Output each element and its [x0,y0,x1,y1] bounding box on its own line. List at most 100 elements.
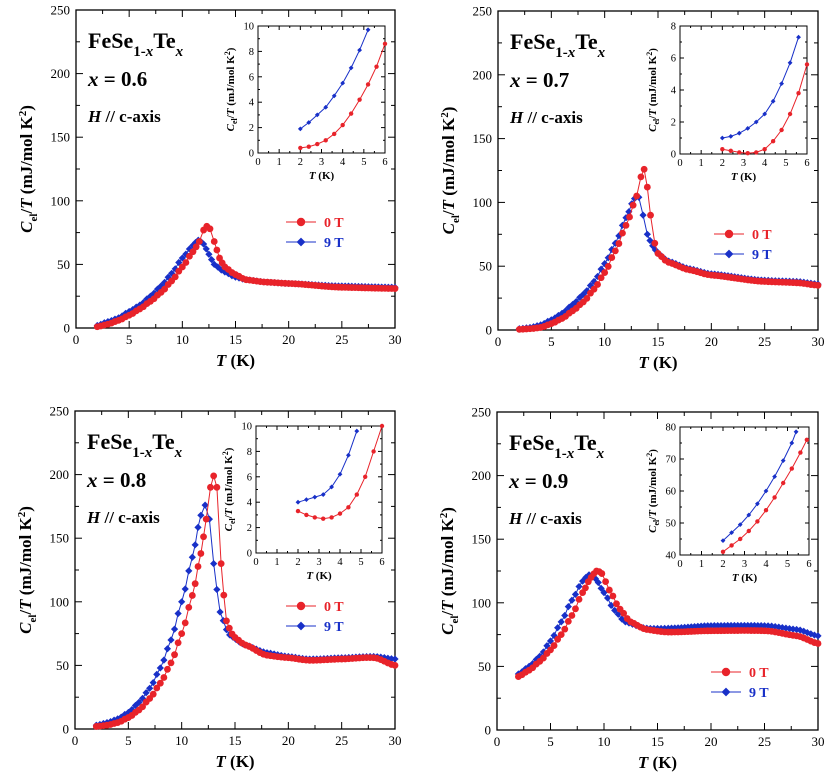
inset-point-0T [315,141,320,147]
y-tick-label: 200 [472,468,492,483]
data-point-9T [391,655,399,663]
data-point-0T [539,654,547,662]
x-tick-label: 0 [677,559,682,570]
data-point-9T [793,625,801,634]
inset-point-0T [382,41,388,46]
inset-point-9T [329,484,334,490]
data-point-9T [536,652,544,660]
y-tick-label: 0 [671,150,676,161]
data-point-9T [544,317,552,325]
data-point-0T [564,617,572,625]
inset-point-9T [753,119,759,125]
x-axis-label: T (K) [309,170,335,182]
inset-point-9T [728,134,734,139]
compound-formula: FeSe1-xTex [88,28,184,60]
data-point-0T [647,211,654,219]
x-tick-label: 2 [720,158,725,169]
data-point-9T [789,625,797,633]
y-tick-label: 4 [249,98,255,109]
x-tick-label: 30 [812,734,825,749]
inset-plot: 0 1 2 3 4 5 6 0 2 4 6 8 10 Cel/T (mJ/mol K2) T (K) [223,22,388,183]
data-point-0T [640,165,648,173]
data-point-9T [576,293,584,302]
inset-point-9T [793,429,799,435]
data-point-9T [213,585,221,594]
y-tick-label: 0 [247,549,252,560]
inset-point-0T [329,515,334,520]
data-point-0T [629,201,637,209]
data-point-0T [191,580,199,588]
inset-point-0T [323,138,328,143]
inset-line-9T [722,431,797,541]
inset-point-0T [374,64,379,69]
compound-formula: FeSe1-xTex [87,429,183,461]
y-tick-label: 0 [64,321,71,336]
inset-point-9T [729,530,734,535]
data-point-0T [188,592,196,599]
inset-point-9T [720,538,726,543]
inset-frame [257,25,386,154]
x-axis-label: T (K) [638,753,677,772]
x-tick-label: 15 [652,334,665,349]
data-point-9T [210,260,218,268]
data-point-0T [619,229,626,237]
data-point-9T [185,567,193,575]
x-tick-label: 1 [274,557,279,568]
inset-point-0T [312,515,317,520]
data-point-0T [195,238,203,245]
data-point-0T [200,533,207,541]
x-tick-label: 5 [548,334,555,349]
data-point-0T [149,690,157,698]
legend: 0 T9 T [714,228,772,263]
inset-point-0T [779,127,784,133]
x-tick-label: 0 [253,557,258,568]
x-tick-label: 1 [277,157,282,168]
y-tick-label: 150 [472,532,492,547]
inset-point-0T [337,511,343,516]
x-tick-label: 30 [389,332,402,347]
data-point-9T [216,608,224,616]
inset-point-9T [796,34,801,40]
x-tick-label: 30 [812,334,825,349]
data-point-9T [557,618,565,626]
legend-label-9T: 9 T [752,248,772,263]
y-tick-label: 0 [63,722,70,737]
data-point-9T [149,679,157,687]
data-point-0T [609,592,617,600]
y-tick-label: 2 [247,523,252,534]
data-point-0T [153,684,161,692]
legend-marker-9T [721,687,731,697]
legend-marker-0T [296,601,306,611]
x-axis-label: T (K) [215,752,254,771]
x-tick-label: 6 [382,157,387,168]
data-point-0T [608,254,616,261]
inset-point-9T [755,501,760,507]
y-tick-label: 10 [242,422,253,433]
y-tick-label: 250 [472,405,492,420]
data-point-9T [160,656,168,664]
inset-point-9T [770,98,776,104]
inset-point-0T [371,449,376,454]
inset-point-9T [779,81,784,86]
data-point-0T [139,703,146,711]
data-point-9T [814,632,822,640]
legend-marker-9T [724,249,734,259]
x-tick-label: 0 [255,157,260,168]
x-tick-label: 4 [337,557,343,568]
data-point-0T [633,192,641,200]
inset-point-0T [354,492,359,497]
x-axis-label: T (K) [732,572,758,584]
data-point-9T [171,265,179,273]
data-point-0T [561,625,569,633]
y-tick-label: 2 [671,118,676,129]
y-tick-label: 40 [666,551,677,562]
data-point-0T [171,651,178,659]
inset-point-9T [365,27,371,33]
inset-point-0T [321,516,326,521]
inset-point-0T [738,536,743,542]
x-axis-label: T (K) [638,353,677,372]
inset-point-9T [746,512,752,518]
inset-point-0T [365,82,371,87]
inset-point-9T [348,65,354,71]
